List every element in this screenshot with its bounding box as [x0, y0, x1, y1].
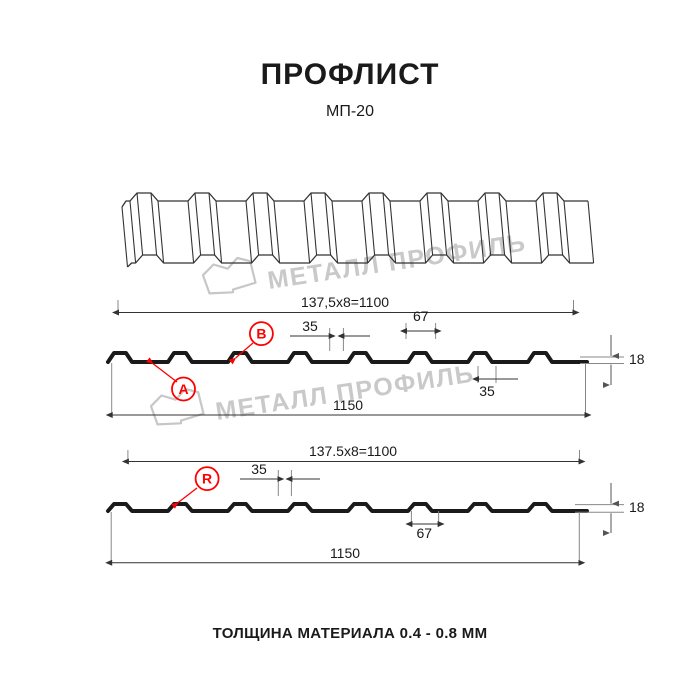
svg-text:67: 67: [413, 308, 429, 324]
svg-text:35: 35: [251, 461, 267, 477]
svg-text:1150: 1150: [333, 397, 363, 413]
svg-text:18: 18: [629, 499, 645, 515]
svg-text:67: 67: [417, 525, 433, 541]
svg-text:35: 35: [302, 318, 318, 334]
svg-text:137.5x8=1100: 137.5x8=1100: [309, 443, 397, 459]
svg-text:137,5x8=1100: 137,5x8=1100: [301, 294, 389, 310]
svg-text:35: 35: [479, 383, 495, 399]
svg-text:R: R: [202, 471, 212, 487]
svg-text:МЕТАЛЛ ПРОФИЛЬ: МЕТАЛЛ ПРОФИЛЬ: [214, 360, 476, 426]
svg-text:B: B: [256, 326, 266, 342]
svg-text:18: 18: [629, 351, 645, 367]
svg-text:1150: 1150: [330, 545, 360, 561]
svg-text:A: A: [178, 381, 188, 397]
